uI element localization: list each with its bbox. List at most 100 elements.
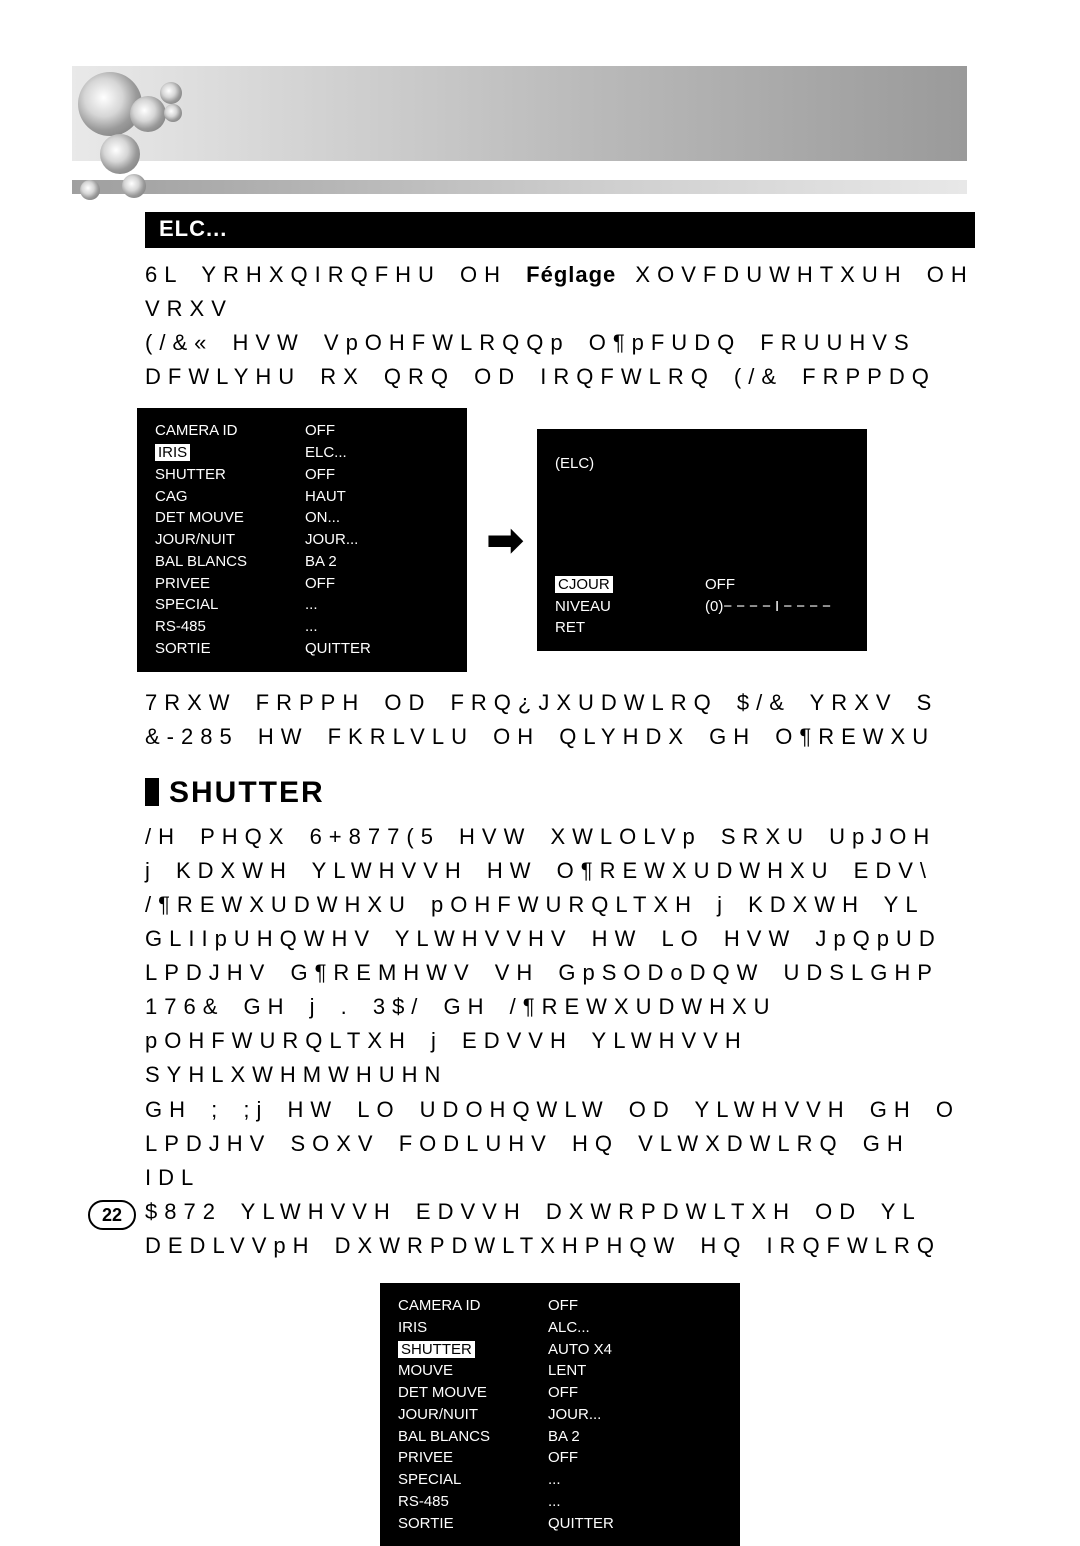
menu-label: SORTIE [155, 638, 305, 660]
menu-value: OFF [548, 1295, 578, 1317]
menu-label: SHUTTER [398, 1339, 548, 1361]
menu-value: BA 2 [548, 1426, 580, 1448]
menu-value: BA 2 [305, 551, 337, 573]
header-underline [72, 180, 967, 194]
menu-line: BAL BLANCSBA 2 [398, 1426, 722, 1448]
text: DFWLYHU RX QRQ OD IRQFWLRQ (/& FRPPDQ [145, 364, 936, 389]
menu-label: RS-485 [398, 1491, 548, 1513]
gear-icon [164, 104, 182, 122]
elc-heading: ELC... [145, 212, 975, 248]
menu-value: ON... [305, 507, 340, 529]
menu-label-highlight: CJOUR [555, 576, 613, 593]
text: /¶REWXUDWHXU pOHFWURQLTXH j KDXWH YL [145, 892, 925, 917]
header-decoration [72, 66, 967, 194]
menu-label: MOUVE [398, 1360, 548, 1382]
menu-value: OFF [548, 1447, 578, 1469]
page: ELC... 6L YRHXQIRQFHU OH Féglage XOVFDUW… [0, 0, 1080, 1538]
menu-label: DET MOUVE [155, 507, 305, 529]
text: LPDJHV G¶REMHWV VH GpSODoDQW UDSLGHP [145, 960, 939, 985]
page-number: 22 [88, 1200, 136, 1230]
menu-value: OFF [705, 574, 735, 596]
menu-label: PRIVEE [155, 573, 305, 595]
menu-line: DET MOUVEOFF [398, 1382, 722, 1404]
menu-label: SPECIAL [155, 594, 305, 616]
menu-value: AUTO X4 [548, 1339, 612, 1361]
menu-line: IRISALC... [398, 1317, 722, 1339]
menu-line: BAL BLANCSBA 2 [155, 551, 449, 573]
header-strip [72, 66, 967, 161]
elc-paragraph: 6L YRHXQIRQFHU OH Féglage XOVFDUWHTXUH O… [145, 258, 975, 394]
menu-line: SPECIAL... [155, 594, 449, 616]
gear-icon [130, 96, 166, 132]
menu-label: SPECIAL [398, 1469, 548, 1491]
osd-menu-shutter: CAMERA IDOFFIRISALC... SHUTTER AUTO X4MOUV… [380, 1283, 740, 1546]
menu-label-highlight: SHUTTER [398, 1341, 475, 1358]
menu-value: ... [548, 1491, 561, 1513]
text: j KDXWH YLWHVVH HW O¶REWXUDWHXU EDV\ [145, 858, 933, 883]
text: 6L YRHXQIRQFHU OH [145, 262, 526, 287]
text: GH ; ;j HW LO UDOHQWLW OD YLWHVVH GH O [145, 1097, 960, 1122]
menu-value: ... [305, 616, 318, 638]
menu-label-highlight: IRIS [155, 444, 190, 461]
menu-line: SORTIEQUITTER [398, 1513, 722, 1535]
text: &-285 HW FKRLVLU OH QLYHDX GH O¶REWXU [145, 724, 935, 749]
menu-value: QUITTER [305, 638, 371, 660]
gear-icon [160, 82, 182, 104]
menu-label: SORTIE [398, 1513, 548, 1535]
menu-value: ... [548, 1469, 561, 1491]
menu-label: DET MOUVE [398, 1382, 548, 1404]
menu-line: RS-485... [155, 616, 449, 638]
menu-value: HAUT [305, 486, 346, 508]
menu-value: QUITTER [548, 1513, 614, 1535]
heading-text: SHUTTER [169, 776, 325, 809]
shutter-paragraph: /H PHQX 6+877(5 HVW XWLOLVp SRXU UpJOH j … [145, 820, 975, 1263]
menu-line: IRIS ELC... [155, 442, 449, 464]
menu-line: CAMERA IDOFF [398, 1295, 722, 1317]
menu-line: CAGHAUT [155, 486, 449, 508]
elc-paragraph-2: 7RXW FRPPH OD FRQ¿JXUDWLRQ $/& YRXV S &-… [145, 686, 975, 754]
osd-menu-elc-body: CJOUR OFFNIVEAU(0)− − − − I − − − −RET [555, 574, 849, 639]
menu-single-wrapper: CAMERA IDOFFIRISALC... SHUTTER AUTO X4MOUV… [145, 1283, 975, 1546]
menu-line: SHUTTEROFF [155, 464, 449, 486]
menu-value: ALC... [548, 1317, 590, 1339]
menu-value: OFF [305, 420, 335, 442]
content: ELC... 6L YRHXQIRQFHU OH Féglage XOVFDUW… [145, 212, 975, 1546]
text-bold: Féglage [526, 262, 616, 287]
menu-value: OFF [305, 573, 335, 595]
text: (/&« HVW VpOHFWLRQQp O¶pFUDQ FRUUHVS [145, 330, 916, 355]
heading-marker-icon [145, 778, 159, 806]
menu-label: PRIVEE [398, 1447, 548, 1469]
shutter-heading: SHUTTER [145, 776, 975, 810]
text: /H PHQX 6+877(5 HVW XWLOLVp SRXU UpJOH [145, 824, 936, 849]
elc-label: (ELC) [555, 453, 594, 475]
menu-value: (0)− − − − I − − − − [705, 596, 831, 618]
menu-label: JOUR/NUIT [155, 529, 305, 551]
menu-line: NIVEAU(0)− − − − I − − − − [555, 596, 849, 618]
menu-value: OFF [548, 1382, 578, 1404]
gear-icon [100, 134, 140, 174]
text: $872 YLWHVVH EDVVH DXWRPDWLTXH OD YL [145, 1199, 922, 1224]
menu-line: SHUTTER AUTO X4 [398, 1339, 722, 1361]
text: 7RXW FRPPH OD FRQ¿JXUDWLRQ $/& YRXV S [145, 690, 938, 715]
menu-label: RET [555, 617, 705, 639]
text: GLIIpUHQWHV YLWHVVHV HW LO HVW JpQpUD [145, 926, 942, 951]
menu-line: SPECIAL... [398, 1469, 722, 1491]
menu-line: SORTIEQUITTER [155, 638, 449, 660]
menu-label: IRIS [398, 1317, 548, 1339]
menu-row: CAMERA IDOFF IRIS ELC...SHUTTEROFFCAGHAUTD… [137, 408, 975, 671]
text: pOHFWURQLTXH j EDVVH YLWHVVH SYHLXWHMWHU… [145, 1028, 748, 1087]
menu-label: CAG [155, 486, 305, 508]
arrow-right-icon: ➡ [467, 515, 537, 566]
osd-menu-elc: (ELC) CJOUR OFFNIVEAU(0)− − − − I − − − −… [537, 429, 867, 651]
menu-line: RET [555, 617, 849, 639]
menu-value: OFF [305, 464, 335, 486]
text: DEDLVVpH DXWRPDWLTXHPHQW HQ IRQFWLRQ [145, 1233, 941, 1258]
menu-value: ELC... [305, 442, 347, 464]
menu-value: JOUR... [305, 529, 358, 551]
menu-label: BAL BLANCS [155, 551, 305, 573]
menu-value: LENT [548, 1360, 586, 1382]
gear-icon [80, 180, 100, 200]
menu-label: NIVEAU [555, 596, 705, 618]
menu-line: CAMERA IDOFF [155, 420, 449, 442]
text: LPDJHV SOXV FODLUHV HQ VLWXDWLRQ GH IDL [145, 1131, 910, 1190]
